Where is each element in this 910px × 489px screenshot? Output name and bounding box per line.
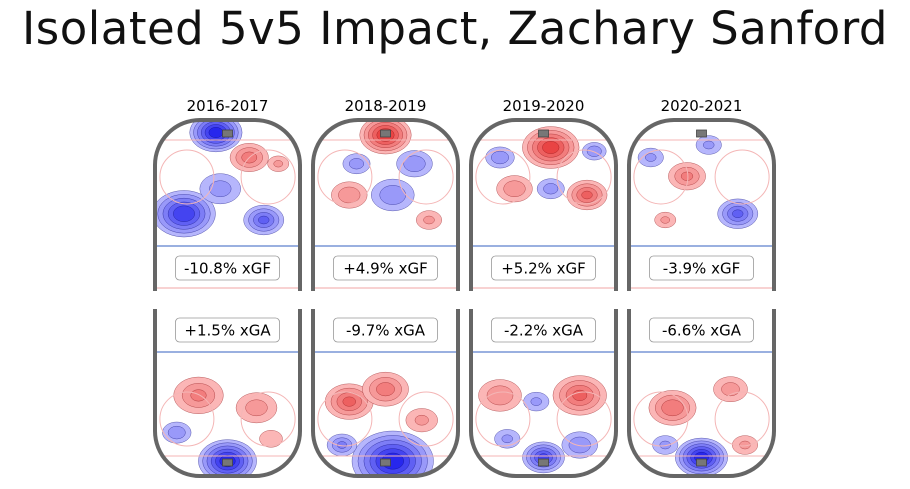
net-top	[222, 129, 233, 138]
season-label: 2019-2020	[503, 97, 585, 115]
xgf-label: -3.9% xGF	[663, 260, 740, 278]
rink-panel: 2019-2020 +5.2% xGF -2.2% xGA	[467, 97, 620, 478]
xgf-label: +5.2% xGF	[501, 260, 586, 278]
xgf-label-box	[175, 255, 280, 281]
defense-heat-blob	[501, 434, 513, 444]
offense-heat-blob	[173, 205, 195, 222]
offense-heat-blob	[645, 153, 657, 162]
offense-heat-blob	[403, 155, 426, 173]
offense-heat-blob	[543, 183, 559, 195]
faceoff-circle	[398, 149, 454, 205]
faceoff-circle	[475, 391, 531, 447]
xga-label-box	[649, 317, 754, 343]
rink-boards	[469, 118, 618, 478]
net-bottom	[696, 458, 707, 467]
faceoff-circle	[556, 391, 612, 447]
rink-boards	[627, 118, 776, 478]
rink-boards	[153, 118, 302, 478]
offense-heat-blob	[491, 150, 509, 165]
faceoff-circle	[633, 391, 689, 447]
xgf-label-box	[491, 255, 596, 281]
faceoff-circle	[240, 391, 296, 447]
faceoff-circle	[714, 391, 770, 447]
net-top	[380, 129, 391, 138]
faceoff-circle	[556, 149, 612, 205]
offense-heat-blob	[208, 127, 224, 138]
net-bottom	[222, 458, 233, 467]
xgf-label: -10.8% xGF	[184, 260, 271, 278]
offense-heat-blob	[660, 216, 671, 224]
offense-heat-blob	[338, 186, 361, 204]
xga-label: -2.2% xGA	[504, 322, 584, 340]
offense-heat-blob	[703, 140, 715, 150]
xgf-label: +4.9% xGF	[343, 260, 428, 278]
rink-panel: 2016-2017 -10.8% xGF +1.5% xGA	[151, 97, 304, 478]
season-label: 2018-2019	[345, 97, 427, 115]
boards-gap	[151, 291, 304, 309]
season-label: 2020-2021	[661, 97, 743, 115]
xga-label: +1.5% xGA	[184, 322, 271, 340]
rink-panel: 2020-2021 -3.9% xGF -6.6% xGA	[625, 97, 778, 478]
defense-heat-blob	[376, 382, 395, 397]
defense-heat-blob	[414, 414, 429, 426]
offense-heat-blob	[503, 180, 526, 198]
xga-label-box	[175, 317, 280, 343]
faceoff-circle	[159, 391, 215, 447]
xga-label-box	[333, 317, 438, 343]
net-bottom	[380, 458, 391, 467]
rink-panel: 2018-2019 +4.9% xGF -9.7% xGA	[309, 97, 462, 478]
defense-heat-blob	[245, 399, 268, 417]
defense-heat-blob	[486, 385, 514, 406]
defense-heat-blob	[530, 397, 542, 406]
defense-heat-blob	[568, 436, 591, 454]
offense-heat-blob	[348, 158, 365, 170]
defense-heat-blob	[190, 389, 207, 402]
offense-heat-blob	[581, 190, 593, 200]
defense-heat-blob	[659, 440, 671, 450]
faceoff-circle	[159, 149, 215, 205]
boards-gap	[467, 291, 620, 309]
defense-heat-blob	[661, 399, 684, 417]
faceoff-circle	[240, 149, 296, 205]
offense-heat-blob	[732, 209, 744, 218]
defense-heat-blob	[167, 425, 186, 440]
boards-gap	[625, 291, 778, 309]
chart-title: Isolated 5v5 Impact, Zachary Sanford	[22, 2, 888, 55]
offense-heat-blob	[542, 141, 560, 154]
defense-heat-blob	[721, 382, 740, 397]
xgf-label-box	[333, 255, 438, 281]
net-top	[696, 129, 707, 138]
rink-boards	[311, 118, 460, 478]
offense-heat-blob	[209, 180, 232, 198]
defense-heat-blob	[342, 396, 356, 407]
net-bottom	[538, 458, 549, 467]
offense-heat-blob	[423, 215, 435, 225]
faceoff-circle	[475, 149, 531, 205]
faceoff-circle	[317, 149, 373, 205]
offense-heat-blob	[680, 171, 694, 181]
offense-heat-blob	[273, 160, 284, 168]
offense-heat-blob	[258, 215, 270, 225]
faceoff-circle	[714, 149, 770, 205]
xga-label: -6.6% xGA	[662, 322, 742, 340]
season-label: 2016-2017	[187, 97, 269, 115]
xgf-label-box	[649, 255, 754, 281]
faceoff-circle	[317, 391, 373, 447]
xga-label: -9.7% xGA	[346, 322, 426, 340]
net-top	[538, 129, 549, 138]
defense-heat-blob	[259, 430, 283, 448]
xga-label-box	[491, 317, 596, 343]
faceoff-circle	[398, 391, 454, 447]
faceoff-circle	[633, 149, 689, 205]
boards-gap	[309, 291, 462, 309]
